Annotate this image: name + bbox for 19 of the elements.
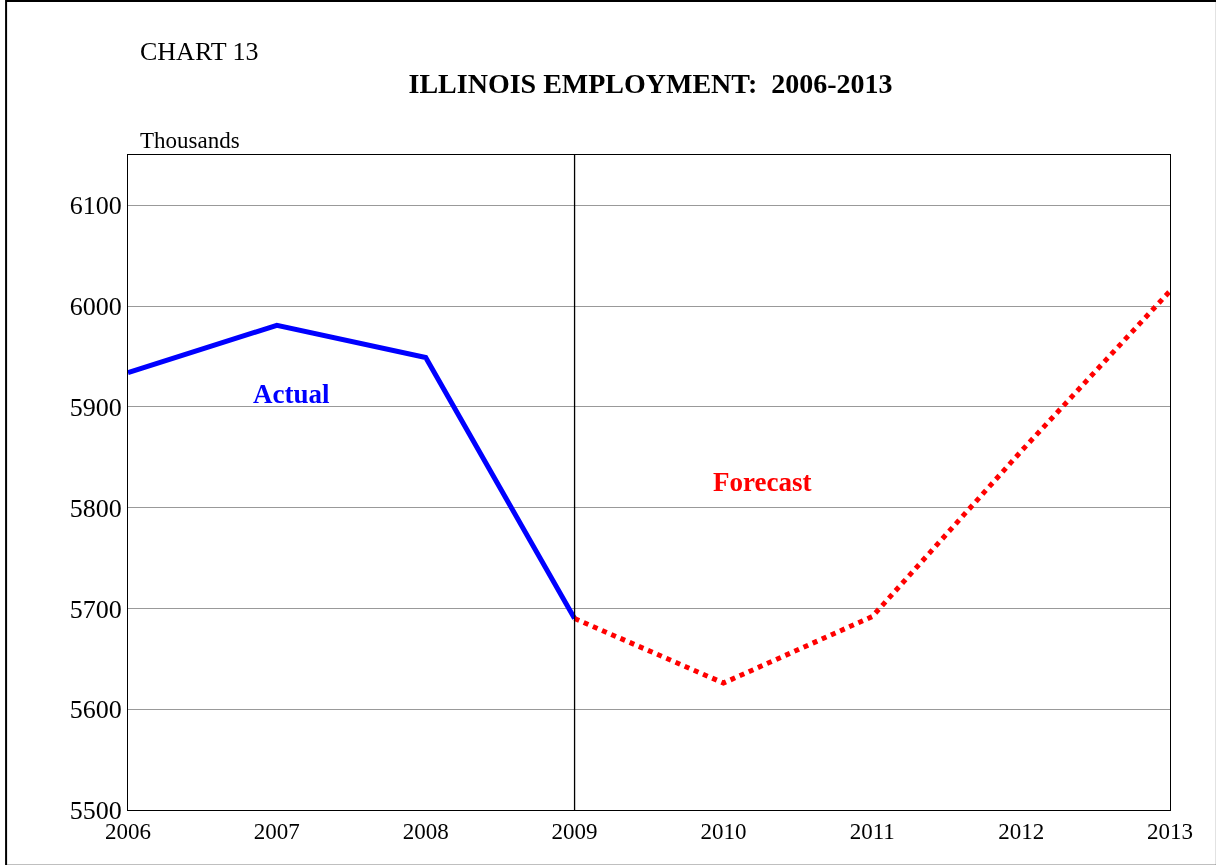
y-tick-label: 5600 xyxy=(69,695,122,725)
y-tick-label: 6000 xyxy=(69,292,122,322)
caption: CHART 13 xyxy=(140,37,259,66)
y-tick-label: 5700 xyxy=(69,594,122,624)
y-axis-title: Thousands xyxy=(140,128,240,153)
x-tick-label: 2012 xyxy=(998,818,1045,844)
x-tick-label: 2009 xyxy=(551,818,598,844)
y-tick-label: 5900 xyxy=(69,393,122,423)
y-tick-label: 6100 xyxy=(69,191,122,221)
x-tick-label: 2010 xyxy=(700,818,747,844)
x-tick-label: 2013 xyxy=(1147,818,1193,844)
y-tick-label: 5800 xyxy=(69,493,122,523)
chart-title: ILLINOIS EMPLOYMENT: 2006-2013 xyxy=(408,68,893,100)
text: Forecast xyxy=(713,467,812,497)
x-tick-label: 2007 xyxy=(253,818,300,844)
series-label: Actual xyxy=(253,379,330,409)
x-tick-label: 2011 xyxy=(849,818,895,844)
x-tick-label: 2006 xyxy=(105,818,151,844)
x-tick-label: 2008 xyxy=(402,818,449,844)
